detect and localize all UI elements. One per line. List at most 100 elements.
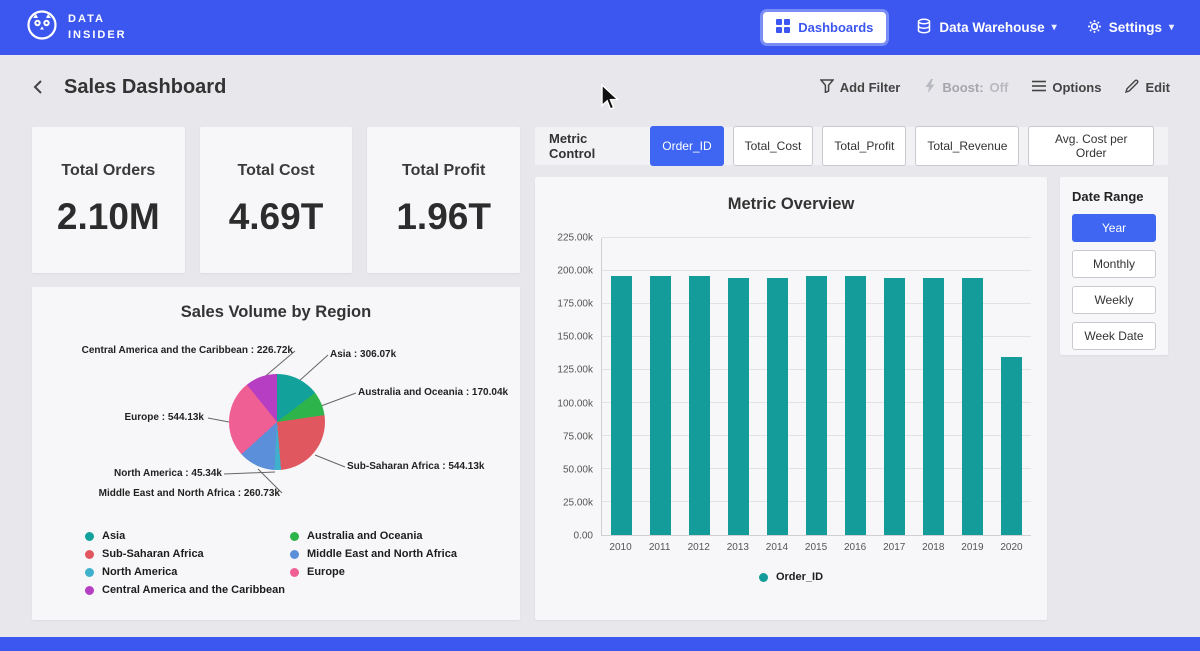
date-range-button-week-date[interactable]: Week Date bbox=[1072, 322, 1156, 350]
bar-slot bbox=[875, 238, 914, 535]
bar-plot bbox=[601, 238, 1031, 536]
kpi-card-total-cost: Total Cost 4.69T bbox=[200, 127, 353, 273]
boost-toggle[interactable]: Boost: Off bbox=[924, 79, 1008, 96]
legend-item-asia[interactable]: Asia bbox=[85, 530, 290, 542]
edit-button[interactable]: Edit bbox=[1125, 79, 1170, 96]
pencil-icon bbox=[1125, 79, 1139, 96]
y-tick-label: 200.00k bbox=[557, 266, 593, 277]
legend-label: Central America and the Caribbean bbox=[102, 584, 285, 596]
bar-2015[interactable] bbox=[806, 276, 827, 535]
kpi-card-total-orders: Total Orders 2.10M bbox=[32, 127, 185, 273]
kpi-card-total-profit: Total Profit 1.96T bbox=[367, 127, 520, 273]
x-tick-label: 2010 bbox=[601, 542, 640, 553]
date-range-button-year[interactable]: Year bbox=[1072, 214, 1156, 242]
legend-label: Middle East and North Africa bbox=[307, 548, 457, 560]
legend-dot bbox=[85, 568, 94, 577]
bar-chart-title: Metric Overview bbox=[551, 195, 1031, 214]
pie-label-central-america-and-the-caribbean: Central America and the Caribbean : 226.… bbox=[82, 345, 293, 356]
funnel-icon bbox=[820, 79, 834, 96]
dashboards-button[interactable]: Dashboards bbox=[763, 12, 886, 43]
kpi-label: Total Cost bbox=[237, 162, 314, 180]
y-tick-label: 175.00k bbox=[557, 299, 593, 310]
y-tick-label: 0.00 bbox=[574, 531, 593, 542]
pie-label-asia: Asia : 306.07k bbox=[330, 349, 396, 360]
dashboards-grid-icon bbox=[776, 19, 790, 36]
page-title: Sales Dashboard bbox=[64, 76, 226, 99]
date-range-label: Date Range bbox=[1072, 189, 1156, 204]
legend-dot bbox=[85, 586, 94, 595]
legend-dot bbox=[290, 550, 299, 559]
bar-2011[interactable] bbox=[650, 276, 671, 535]
bar-2012[interactable] bbox=[689, 276, 710, 535]
metric-button-total-cost[interactable]: Total_Cost bbox=[733, 126, 814, 166]
add-filter-button[interactable]: Add Filter bbox=[820, 79, 901, 96]
bar-2010[interactable] bbox=[611, 276, 632, 535]
chevron-down-icon: ▾ bbox=[1052, 22, 1057, 33]
pie-label-middle-east-and-north-africa: Middle East and North Africa : 260.73k bbox=[99, 488, 280, 499]
pie-chart[interactable] bbox=[229, 374, 325, 470]
metric-button-total-profit[interactable]: Total_Profit bbox=[822, 126, 906, 166]
nav-item-settings[interactable]: Settings ▾ bbox=[1087, 19, 1174, 37]
pie-legend-col-2: Australia and Oceania Middle East and Nor… bbox=[290, 530, 457, 602]
nav-item-data-warehouse[interactable]: Data Warehouse ▾ bbox=[916, 18, 1056, 37]
legend-dot bbox=[290, 568, 299, 577]
date-range-button-monthly[interactable]: Monthly bbox=[1072, 250, 1156, 278]
legend-label: Australia and Oceania bbox=[307, 530, 423, 542]
legend-item-australia-and-oceania[interactable]: Australia and Oceania bbox=[290, 530, 457, 542]
bar-series bbox=[602, 238, 1031, 535]
bar-2020[interactable] bbox=[1001, 357, 1022, 535]
x-tick-label: 2020 bbox=[992, 542, 1031, 553]
x-tick-label: 2017 bbox=[875, 542, 914, 553]
back-button[interactable] bbox=[30, 78, 48, 96]
bar-2013[interactable] bbox=[728, 278, 749, 535]
bar-2018[interactable] bbox=[923, 278, 944, 535]
options-button[interactable]: Options bbox=[1032, 80, 1101, 95]
bar-chart-legend[interactable]: Order_ID bbox=[551, 571, 1031, 583]
legend-label: Sub-Saharan Africa bbox=[102, 548, 204, 560]
date-range-buttons: Year Monthly Weekly Week Date bbox=[1072, 214, 1156, 350]
bar-slot bbox=[680, 238, 719, 535]
legend-item-europe[interactable]: Europe bbox=[290, 566, 457, 578]
metric-button-avg-cost-per-order[interactable]: Avg. Cost per Order bbox=[1028, 126, 1154, 166]
kpi-label: Total Profit bbox=[402, 162, 485, 180]
date-range-button-weekly[interactable]: Weekly bbox=[1072, 286, 1156, 314]
pie-legend-col-1: Asia Sub-Saharan Africa North America Centr… bbox=[85, 530, 290, 602]
y-tick-label: 50.00k bbox=[563, 464, 593, 475]
bar-2016[interactable] bbox=[845, 276, 866, 535]
legend-item-middle-east-and-north-africa[interactable]: Middle East and North Africa bbox=[290, 548, 457, 560]
legend-dot bbox=[85, 532, 94, 541]
metric-control-bar: Metric Control Order_IDTotal_CostTotal_P… bbox=[535, 127, 1168, 165]
bar-slot bbox=[797, 238, 836, 535]
metric-button-order-id[interactable]: Order_ID bbox=[650, 126, 723, 166]
legend-item-central-america-and-the-caribbean[interactable]: Central America and the Caribbean bbox=[85, 584, 290, 596]
chart-legend-label: Order_ID bbox=[776, 571, 823, 583]
bar-y-axis: 0.0025.00k50.00k75.00k100.00k125.00k150.… bbox=[551, 238, 601, 536]
bar-slot bbox=[602, 238, 641, 535]
top-nav: DATA INSIDER Dashboards bbox=[0, 0, 1200, 55]
bar-chart-card: Metric Overview 0.0025.00k50.00k75.00k10… bbox=[535, 177, 1047, 620]
footer-bar bbox=[0, 637, 1200, 651]
bar-slot bbox=[836, 238, 875, 535]
kpi-label: Total Orders bbox=[61, 162, 155, 180]
bar-slot bbox=[641, 238, 680, 535]
bar-2017[interactable] bbox=[884, 278, 905, 535]
date-range-card: Date Range Year Monthly Weekly Week Date bbox=[1060, 177, 1168, 355]
pie-label-north-america: North America : 45.34k bbox=[114, 468, 222, 479]
x-tick-label: 2018 bbox=[914, 542, 953, 553]
brand: DATA INSIDER bbox=[26, 9, 127, 46]
legend-label: Europe bbox=[307, 566, 345, 578]
bar-slot bbox=[719, 238, 758, 535]
bar-2014[interactable] bbox=[767, 278, 788, 535]
bar-2019[interactable] bbox=[962, 278, 983, 535]
x-tick-label: 2014 bbox=[757, 542, 796, 553]
y-tick-label: 25.00k bbox=[563, 497, 593, 508]
pie-label-sub-saharan-africa: Sub-Saharan Africa : 544.13k bbox=[347, 461, 484, 472]
legend-item-north-america[interactable]: North America bbox=[85, 566, 290, 578]
bar-slot bbox=[914, 238, 953, 535]
pie-label-australia-and-oceania: Australia and Oceania : 170.04k bbox=[358, 387, 508, 398]
pie-label-europe: Europe : 544.13k bbox=[125, 412, 204, 423]
y-tick-label: 225.00k bbox=[557, 233, 593, 244]
x-tick-label: 2011 bbox=[640, 542, 679, 553]
legend-item-sub-saharan-africa[interactable]: Sub-Saharan Africa bbox=[85, 548, 290, 560]
metric-button-total-revenue[interactable]: Total_Revenue bbox=[915, 126, 1019, 166]
